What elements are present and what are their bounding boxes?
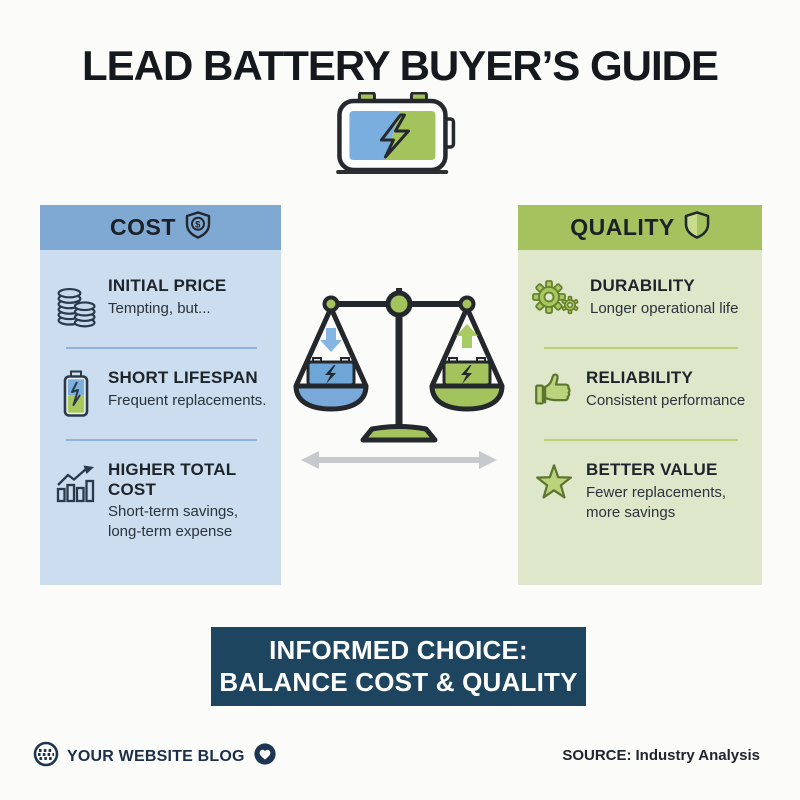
source-label: SOURCE: <box>562 747 632 764</box>
shield-dollar-icon: $ <box>185 210 211 245</box>
cost-item-initial-price: INITIAL PRICE Tempting, but... <box>54 276 269 328</box>
divider <box>66 439 257 441</box>
double-arrow-icon <box>301 451 497 469</box>
footer-brand: YOUR WEBSITE BLOG <box>33 741 277 772</box>
cost-header-label: COST <box>110 214 176 240</box>
balance-scale-icon <box>293 284 505 481</box>
cost-panel: COST $ <box>40 205 281 585</box>
item-desc: Longer operational life <box>590 299 739 317</box>
item-title: INITIAL PRICE <box>108 276 227 295</box>
gears-icon <box>532 276 580 318</box>
battery-split-icon <box>333 91 461 179</box>
item-title: HIGHER TOTAL COST <box>108 460 237 499</box>
cost-panel-body: INITIAL PRICE Tempting, but... SHO <box>40 250 281 585</box>
divider <box>544 347 738 349</box>
coins-icon <box>54 276 98 328</box>
item-title: RELIABILITY <box>586 368 694 387</box>
quality-panel-body: DURABILITY Longer operational life RELIA… <box>518 250 762 585</box>
item-desc: Short-term savings, long-term expense <box>108 503 239 541</box>
quality-panel: QUALITY <box>518 205 762 585</box>
quality-item-better-value: BETTER VALUE Fewer replacements, more sa… <box>532 460 750 523</box>
item-title: DURABILITY <box>590 276 695 295</box>
conclusion-banner: INFORMED CHOICE: BALANCE COST & QUALITY <box>211 627 586 706</box>
footer-source: SOURCE: Industry Analysis <box>562 747 760 764</box>
cost-item-short-lifespan: SHORT LIFESPAN Frequent replacements. <box>54 368 269 420</box>
item-desc: Tempting, but... <box>108 299 211 317</box>
quality-item-durability: DURABILITY Longer operational life <box>532 276 750 328</box>
chart-up-icon <box>54 460 98 504</box>
item-desc: Consistent performance <box>586 391 746 409</box>
banner-line-2: BALANCE COST & QUALITY <box>219 666 578 697</box>
star-icon <box>532 460 576 502</box>
down-arrow-icon <box>320 328 342 352</box>
item-desc: Frequent replacements. <box>108 391 267 409</box>
quality-header-label: QUALITY <box>570 214 675 240</box>
cost-panel-header: COST $ <box>40 205 281 250</box>
quality-panel-header: QUALITY <box>518 205 762 250</box>
up-arrow-icon <box>456 324 478 348</box>
page-title: LEAD BATTERY BUYER’S GUIDE <box>82 42 719 89</box>
battery-low-icon <box>54 368 98 418</box>
cost-item-higher-total-cost: HIGHER TOTAL COST Short-term savings, lo… <box>54 460 269 543</box>
item-title: BETTER VALUE <box>586 460 718 479</box>
banner-line-1: INFORMED CHOICE: <box>269 634 528 665</box>
divider <box>66 347 257 349</box>
cost-pan-battery-icon <box>306 357 356 387</box>
divider <box>544 439 738 441</box>
heart-badge-icon <box>253 742 277 771</box>
item-desc: Fewer replacements, more savings <box>586 483 727 521</box>
brand-label: YOUR WEBSITE BLOG <box>67 747 245 765</box>
quality-item-reliability: RELIABILITY Consistent performance <box>532 368 750 420</box>
shield-icon <box>684 210 710 245</box>
globe-icon <box>33 741 59 772</box>
item-title: SHORT LIFESPAN <box>108 368 258 387</box>
quality-pan-battery-icon <box>442 357 492 387</box>
hero-underline <box>336 170 449 174</box>
svg-text:$: $ <box>195 219 201 230</box>
source-value: Industry Analysis <box>635 747 760 764</box>
thumbs-up-icon <box>532 368 576 408</box>
